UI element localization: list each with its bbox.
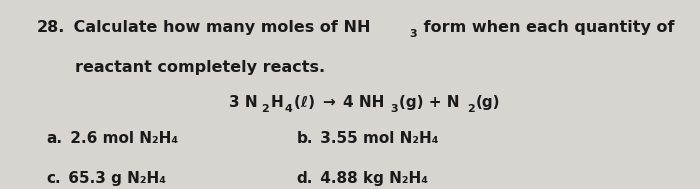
Text: (g): (g) <box>476 95 500 110</box>
Text: b.: b. <box>297 131 313 146</box>
Text: →: → <box>323 95 341 110</box>
Text: c.: c. <box>47 171 62 186</box>
Text: 28.: 28. <box>36 20 65 35</box>
Text: 2: 2 <box>262 104 270 114</box>
Text: 4: 4 <box>285 104 293 114</box>
Text: 3: 3 <box>410 29 417 39</box>
Text: reactant completely reacts.: reactant completely reacts. <box>75 60 325 75</box>
Text: 3: 3 <box>390 104 398 114</box>
Text: H: H <box>270 95 283 110</box>
Text: 2.6 mol N₂H₄: 2.6 mol N₂H₄ <box>65 131 178 146</box>
Text: 3.55 mol N₂H₄: 3.55 mol N₂H₄ <box>315 131 439 146</box>
Text: 2: 2 <box>467 104 475 114</box>
Text: (ℓ): (ℓ) <box>293 95 320 110</box>
Text: a.: a. <box>47 131 63 146</box>
Text: Calculate how many moles of NH: Calculate how many moles of NH <box>69 20 371 35</box>
Text: (g) + N: (g) + N <box>399 95 459 110</box>
Text: 4 NH: 4 NH <box>344 95 385 110</box>
Text: 65.3 g N₂H₄: 65.3 g N₂H₄ <box>64 171 167 186</box>
Text: form when each quantity of: form when each quantity of <box>419 20 675 35</box>
Text: 3 N: 3 N <box>230 95 258 110</box>
Text: d.: d. <box>297 171 313 186</box>
Text: 4.88 kg N₂H₄: 4.88 kg N₂H₄ <box>315 171 428 186</box>
